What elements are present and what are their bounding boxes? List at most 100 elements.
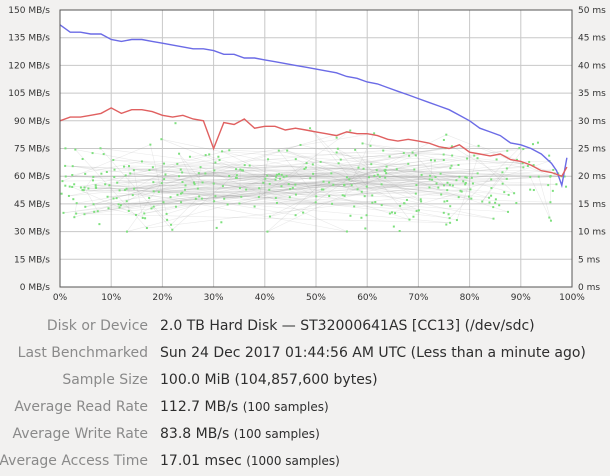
access-time-trace bbox=[329, 187, 439, 197]
access-time-trace bbox=[149, 169, 472, 199]
access-time-point bbox=[451, 154, 454, 157]
access-time-point bbox=[433, 159, 436, 162]
access-time-point bbox=[83, 186, 86, 189]
access-time-point bbox=[163, 178, 166, 181]
access-time-point bbox=[413, 168, 416, 171]
access-time-point bbox=[408, 218, 411, 221]
access-time-point bbox=[174, 122, 177, 125]
access-time-point bbox=[288, 196, 291, 199]
access-time-trace bbox=[72, 174, 450, 219]
access-time-point bbox=[439, 172, 442, 175]
access-time-point bbox=[73, 183, 76, 186]
access-time-point bbox=[75, 212, 78, 215]
access-time-trace bbox=[267, 163, 409, 232]
access-time-point bbox=[125, 200, 128, 203]
access-time-point bbox=[407, 162, 410, 165]
access-time-point bbox=[408, 154, 411, 157]
access-time-point bbox=[365, 185, 368, 188]
access-time-point bbox=[532, 164, 535, 167]
info-value: 112.7 MB/s (100 samples) bbox=[160, 394, 329, 421]
access-time-point bbox=[492, 206, 495, 209]
right-tick-label: 50 ms bbox=[578, 6, 606, 16]
access-time-point bbox=[294, 193, 297, 196]
access-time-point bbox=[204, 172, 207, 175]
access-time-point bbox=[360, 216, 363, 219]
access-time-point bbox=[385, 172, 388, 175]
access-time-point bbox=[414, 154, 417, 157]
access-time-point bbox=[100, 172, 103, 175]
access-time-point bbox=[280, 185, 283, 188]
access-time-point bbox=[371, 194, 374, 197]
access-time-point bbox=[415, 209, 418, 212]
info-value: 83.8 MB/s (100 samples) bbox=[160, 421, 320, 448]
access-time-point bbox=[125, 187, 128, 190]
access-time-point bbox=[116, 181, 119, 184]
access-time-point bbox=[148, 169, 151, 172]
access-time-trace bbox=[166, 189, 247, 215]
access-time-point bbox=[343, 184, 346, 187]
right-tick-label: 35 ms bbox=[578, 89, 606, 99]
access-time-point bbox=[176, 193, 179, 196]
access-time-point bbox=[364, 227, 367, 230]
access-time-point bbox=[470, 197, 473, 200]
access-time-point bbox=[220, 221, 223, 224]
access-time-point bbox=[196, 187, 199, 190]
access-time-point bbox=[188, 155, 191, 158]
access-time-trace bbox=[82, 189, 416, 194]
x-tick-label: 40% bbox=[255, 293, 275, 303]
access-time-point bbox=[200, 197, 203, 200]
access-time-trace bbox=[180, 193, 376, 203]
access-time-point bbox=[83, 213, 86, 216]
access-time-point bbox=[235, 168, 238, 171]
access-time-trace bbox=[446, 134, 551, 177]
access-time-point bbox=[123, 165, 126, 168]
access-time-trace bbox=[189, 154, 206, 158]
access-time-point bbox=[507, 210, 510, 213]
info-note: (100 samples) bbox=[233, 427, 320, 441]
access-time-point bbox=[62, 211, 65, 214]
access-time-point bbox=[140, 160, 143, 163]
access-time-point bbox=[476, 172, 479, 175]
access-time-point bbox=[152, 190, 155, 193]
access-time-point bbox=[181, 191, 184, 194]
access-time-point bbox=[375, 169, 378, 172]
access-time-point bbox=[531, 143, 534, 146]
access-time-point bbox=[309, 177, 312, 180]
right-tick-label: 25 ms bbox=[578, 145, 606, 155]
access-time-point bbox=[214, 161, 217, 164]
access-time-point bbox=[445, 133, 448, 136]
access-time-point bbox=[123, 188, 126, 191]
access-time-point bbox=[275, 173, 278, 176]
x-tick-label: 10% bbox=[101, 293, 121, 303]
access-time-trace bbox=[126, 175, 268, 190]
access-time-point bbox=[376, 173, 379, 176]
access-time-point bbox=[552, 168, 555, 171]
access-time-point bbox=[275, 175, 278, 178]
access-time-point bbox=[228, 174, 231, 177]
info-row-read-rate: Average Read Rate 112.7 MB/s (100 sample… bbox=[0, 394, 610, 421]
right-tick-label: 30 ms bbox=[578, 117, 606, 127]
access-time-point bbox=[204, 154, 207, 157]
access-time-point bbox=[275, 201, 278, 204]
access-time-point bbox=[84, 205, 87, 208]
access-time-point bbox=[81, 188, 84, 191]
access-time-point bbox=[443, 200, 446, 203]
access-time-point bbox=[350, 184, 353, 187]
access-time-point bbox=[420, 173, 423, 176]
access-time-point bbox=[226, 203, 229, 206]
access-time-point bbox=[180, 201, 183, 204]
access-time-point bbox=[166, 218, 169, 221]
access-time-point bbox=[380, 183, 383, 186]
access-time-trace bbox=[221, 151, 317, 197]
access-time-point bbox=[264, 177, 267, 180]
access-time-point bbox=[145, 227, 148, 230]
access-time-trace bbox=[62, 176, 460, 182]
access-time-point bbox=[311, 163, 314, 166]
access-time-trace bbox=[124, 158, 296, 191]
access-time-point bbox=[412, 215, 415, 218]
access-time-point bbox=[526, 164, 529, 167]
access-time-trace bbox=[126, 178, 165, 232]
access-time-point bbox=[369, 144, 372, 147]
access-time-trace bbox=[123, 166, 296, 185]
left-tick-label: 90 MB/s bbox=[14, 117, 50, 127]
